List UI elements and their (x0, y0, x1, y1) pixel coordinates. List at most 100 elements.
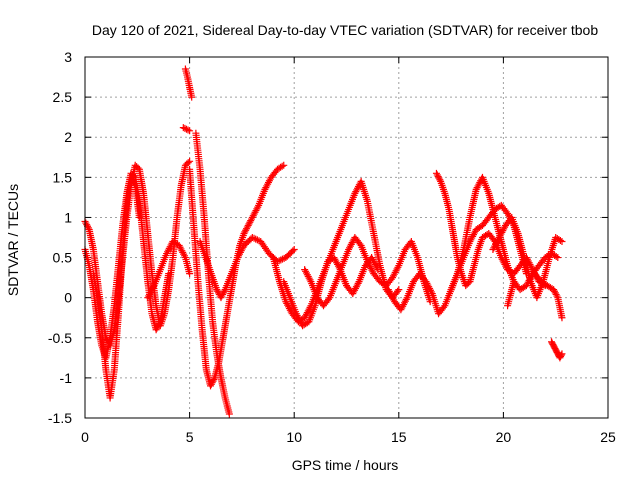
data-point (240, 229, 248, 237)
data-point (225, 410, 233, 418)
data-point (558, 350, 566, 358)
data-point (241, 228, 249, 236)
data-point (290, 246, 298, 254)
data-point (149, 283, 157, 291)
x-tick-label: 15 (391, 429, 407, 445)
data-point (248, 234, 256, 241)
data-point (243, 225, 251, 233)
x-tick-label: 20 (496, 429, 512, 445)
y-tick-label: 2 (64, 129, 72, 145)
data-point (246, 218, 254, 226)
y-tick-labels: -1.5 -1 -0.5 0 0.5 1 1.5 2 2.5 3 (48, 49, 72, 426)
x-tick-labels: 0 5 10 15 20 25 (81, 429, 616, 445)
data-point (130, 180, 138, 188)
data-point (135, 213, 143, 221)
data-point (188, 93, 196, 101)
data-point (253, 236, 261, 244)
y-tick-label: 0 (64, 290, 72, 306)
data-point (214, 287, 222, 295)
data-point (394, 287, 402, 295)
data-point (354, 279, 362, 287)
x-tick-label: 0 (81, 429, 89, 445)
x-tick-label: 5 (186, 429, 194, 445)
data-point (207, 380, 215, 388)
data-point (181, 252, 189, 260)
data-point (219, 290, 227, 298)
data-point (127, 173, 135, 181)
data-point (184, 159, 192, 167)
y-tick-label: -1 (60, 370, 73, 386)
data-point (247, 217, 255, 225)
series-arc-4 (144, 238, 194, 302)
data-point (154, 323, 162, 331)
data-point (217, 294, 225, 302)
data-point (440, 303, 448, 311)
data-point (436, 176, 444, 184)
data-point (82, 219, 90, 227)
y-tick-label: 1.5 (53, 169, 73, 185)
data-point (552, 253, 560, 261)
data-point (153, 324, 161, 332)
data-point (550, 286, 558, 294)
data-point (395, 286, 403, 294)
data-point (208, 379, 216, 387)
data-point (245, 220, 253, 228)
data-point (289, 247, 297, 255)
data-point (277, 256, 285, 264)
data-point (558, 314, 566, 322)
y-tick-label: 0.5 (53, 250, 73, 266)
data-point (84, 224, 92, 232)
chart-title: Day 120 of 2021, Sidereal Day-to-day VTE… (92, 22, 599, 38)
data-point (553, 292, 561, 300)
data-point (510, 278, 518, 286)
data-point (218, 292, 226, 300)
y-tick-label: -1.5 (48, 410, 72, 426)
data-point (551, 289, 559, 297)
data-point (252, 235, 260, 243)
data-point (210, 375, 218, 383)
data-point (427, 288, 435, 296)
data-point (186, 157, 194, 165)
data-point (186, 270, 194, 278)
data-point (242, 226, 250, 234)
data-point (278, 255, 286, 263)
series-arc-5 (181, 65, 196, 101)
y-tick-label: 2.5 (53, 89, 73, 105)
data-point (433, 171, 441, 179)
series-arc-6 (179, 124, 194, 135)
data-point (250, 234, 258, 242)
data-point (213, 286, 221, 294)
data-point (179, 124, 187, 132)
x-tick-label: 10 (286, 429, 302, 445)
y-tick-label: 1 (64, 209, 72, 225)
data-point (220, 287, 228, 295)
x-tick-label: 25 (600, 429, 616, 445)
data-point (432, 169, 440, 177)
data-point (374, 266, 382, 274)
data-point (306, 276, 314, 284)
data-point (129, 177, 137, 185)
data-point (155, 321, 163, 329)
data-points (81, 65, 566, 418)
data-point (558, 238, 566, 246)
series-arc-19 (548, 338, 566, 362)
plot-frame (84, 56, 609, 419)
data-point (557, 351, 565, 359)
y-axis-label: SDTVAR / TECUs (5, 184, 21, 296)
data-point (152, 326, 160, 334)
data-point (550, 287, 558, 295)
series-arc-16 (489, 213, 566, 302)
data-point (434, 173, 442, 181)
data-point (184, 126, 192, 134)
data-point (181, 124, 189, 132)
data-point (280, 161, 288, 169)
data-point (254, 203, 262, 211)
data-point (243, 223, 251, 231)
data-point (373, 264, 381, 272)
data-point (275, 257, 283, 265)
data-point (356, 240, 364, 248)
data-point (325, 295, 333, 303)
data-point (186, 127, 194, 135)
